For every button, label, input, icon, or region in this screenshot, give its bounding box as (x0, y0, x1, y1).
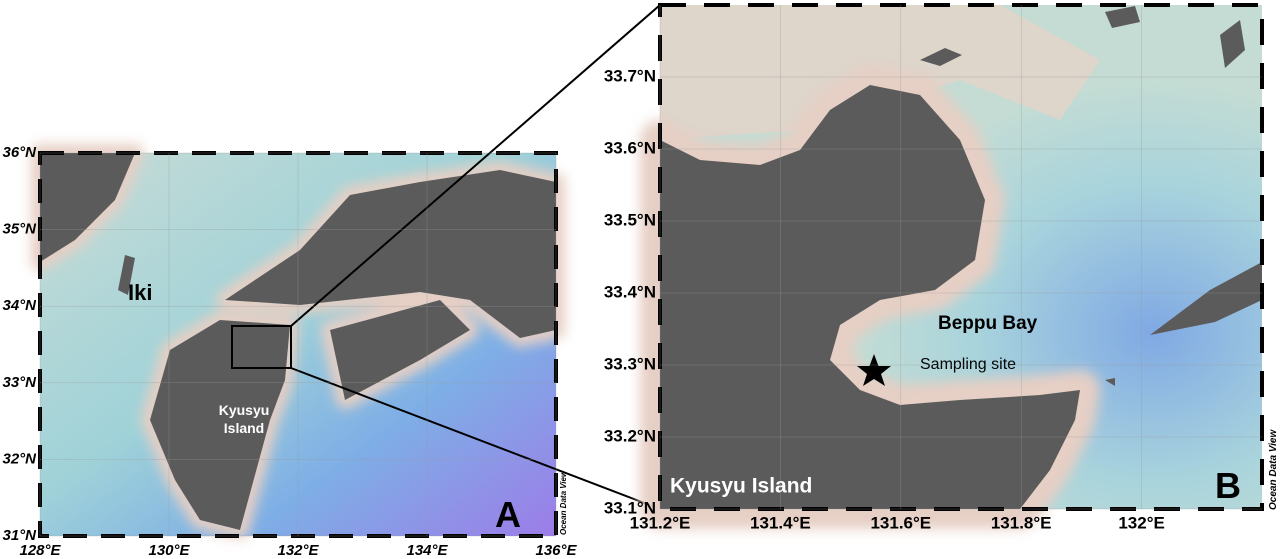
y-tick-label: 33°N (2, 374, 37, 391)
y-tick-label: 34°N (2, 297, 37, 314)
connector (290, 367, 661, 510)
y-tick-label: 33.2°N (604, 426, 656, 445)
y-tick-label: 33.6°N (604, 138, 656, 157)
place-label: Kyusyu Island (670, 475, 812, 498)
sampling-site-star (857, 354, 891, 386)
y-tick-label: 33.5°N (604, 210, 656, 229)
panel-label: B (1215, 465, 1241, 506)
x-tick-label: 134°E (406, 542, 448, 559)
y-tick-label: 33.7°N (604, 66, 656, 85)
land (660, 6, 1262, 509)
x-tick-label: 131.2°E (630, 513, 691, 532)
place-label: Sampling site (920, 356, 1016, 373)
y-tick-label: 33.3°N (604, 354, 656, 373)
x-tick-label: 132°E (277, 542, 319, 559)
y-tick-label: 33.4°N (604, 282, 656, 301)
x-tick-label: 128°E (19, 542, 61, 559)
y-tick-label: 33.1°N (604, 498, 656, 517)
x-tick-label: 131.4°E (750, 513, 811, 532)
y-tick-label: 32°N (2, 450, 37, 467)
panel-b: Beppu Bay Sampling site Kyusyu Island B … (640, 3, 1279, 529)
x-tick-label: 130°E (148, 542, 190, 559)
x-tick-label: 132°E (1118, 513, 1165, 532)
y-tick-label: 35°N (2, 221, 37, 238)
connector (290, 4, 661, 327)
x-tick-label: 131.8°E (991, 513, 1052, 532)
place-label: Island (224, 420, 264, 436)
inset-box (231, 325, 292, 369)
credit: Ocean Data View (559, 470, 568, 535)
panel-label: A (495, 494, 521, 535)
x-tick-label: 136°E (535, 542, 577, 559)
x-tick-label: 131.6°E (870, 513, 931, 532)
place-label: Beppu Bay (938, 313, 1038, 334)
y-tick-label: 36°N (2, 144, 37, 161)
credit: Ocean Data View (1268, 429, 1279, 510)
place-label: Iki (128, 280, 152, 305)
panel-a: Iki Kyusyu Island A Ocean Data View (31, 144, 568, 539)
y-tick-label: 31°N (2, 527, 37, 544)
place-label: Kyusyu (219, 402, 270, 418)
